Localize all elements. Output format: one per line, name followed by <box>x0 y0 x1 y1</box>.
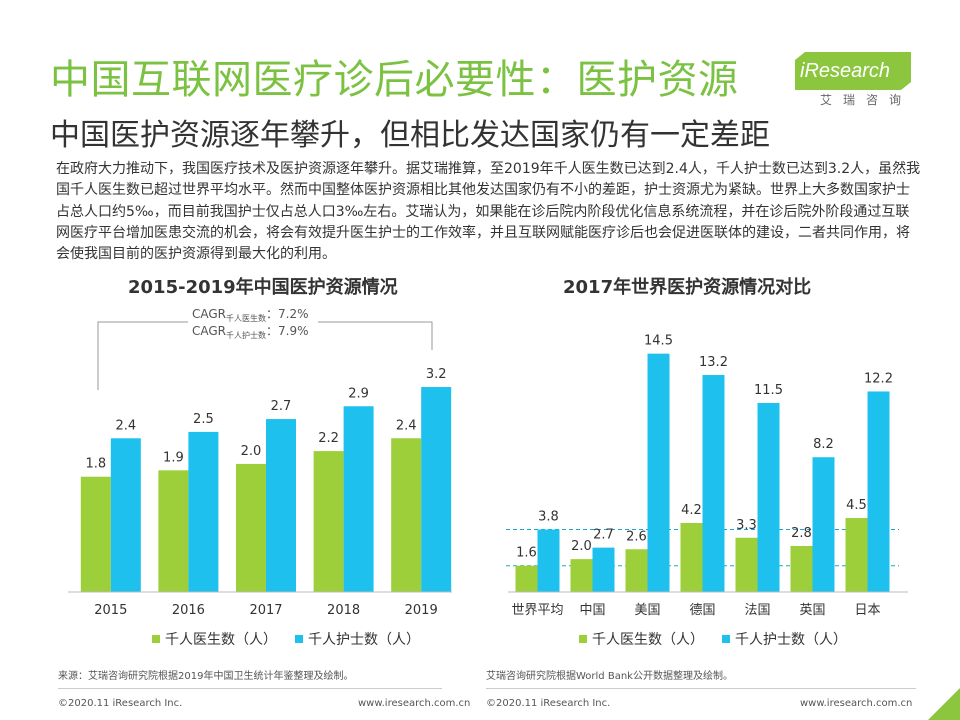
logo-subtext: 艾瑞咨询 <box>820 93 913 107</box>
nurse-bar-世界平均 <box>537 529 560 592</box>
nurse-value-label: 2.7 <box>271 399 292 414</box>
nurse-value-label: 3.8 <box>538 510 559 525</box>
cagr-nurse-label: CAGR千人护士数：7.9% <box>192 324 309 340</box>
x-tick-label: 2015 <box>94 603 127 618</box>
doctor-bar-法国 <box>735 537 758 592</box>
nurse-value-label: 13.2 <box>699 355 728 370</box>
doctor-value-label: 1.9 <box>163 450 184 465</box>
x-tick-label: 中国 <box>579 603 605 618</box>
legend-doctor-swatch <box>579 635 587 643</box>
legend-doctor: 千人医生数（人） <box>579 631 704 649</box>
x-tick-label: 2018 <box>327 603 360 618</box>
legend-doctor: 千人医生数（人） <box>152 631 277 649</box>
logo-text: iResearch <box>800 60 891 82</box>
nurse-value-label: 12.2 <box>864 371 893 386</box>
doctor-value-label: 2.8 <box>791 526 812 541</box>
nurse-bar-2015 <box>110 438 141 592</box>
x-tick-label: 世界平均 <box>511 603 563 618</box>
x-tick-label: 2016 <box>172 603 205 618</box>
doctor-bar-中国 <box>570 559 593 592</box>
nurse-value-label: 14.5 <box>644 334 673 349</box>
legend-nurse-label: 千人护士数（人） <box>735 632 847 648</box>
doctor-value-label: 2.6 <box>626 529 647 544</box>
doctor-bar-2018 <box>313 451 344 592</box>
legend-nurse: 千人护士数（人） <box>295 631 420 649</box>
chart1-legend: 千人医生数（人） 千人护士数（人） <box>152 631 438 649</box>
chart2-source: 艾瑞咨询研究院根据World Bank公开数据整理及绘制。 <box>486 671 733 682</box>
footer-website: www.iresearch.com.cn <box>800 698 913 709</box>
page-subtitle: 中国医护资源逐年攀升，但相比发达国家仍有一定差距 <box>50 118 770 153</box>
nurse-bar-德国 <box>702 375 725 592</box>
footer-copyright: ©2020.11 iResearch Inc. <box>486 698 611 709</box>
x-tick-label: 法国 <box>744 603 770 618</box>
page-number: 7 <box>934 696 943 712</box>
doctor-value-label: 3.3 <box>736 518 757 533</box>
doctor-bar-英国 <box>790 545 813 592</box>
x-tick-label: 2019 <box>405 603 438 618</box>
doctor-bar-2017 <box>236 463 266 592</box>
footer-divider <box>486 688 916 689</box>
logo-badge <box>795 52 911 90</box>
nurse-value-label: 2.5 <box>193 412 214 427</box>
x-tick-label: 2017 <box>249 603 282 618</box>
nurse-bar-2016 <box>188 431 219 592</box>
legend-nurse-label: 千人护士数（人） <box>308 632 420 648</box>
page-number-badge <box>928 688 960 720</box>
doctor-value-label: 4.5 <box>846 498 867 513</box>
doctor-value-label: 1.6 <box>516 546 537 561</box>
page-title: 中国互联网医疗诊后必要性：医护资源 <box>50 57 739 103</box>
doctor-value-label: 2.2 <box>318 431 339 446</box>
doctor-value-label: 2.0 <box>571 539 592 554</box>
x-tick-label: 德国 <box>689 603 715 618</box>
nurse-bar-美国 <box>647 353 670 592</box>
chart2-title: 2017年世界医护资源情况对比 <box>563 277 812 298</box>
doctor-value-label: 4.2 <box>681 503 702 518</box>
chart2-legend: 千人医生数（人） 千人护士数（人） <box>579 631 865 649</box>
nurse-value-label: 2.4 <box>115 418 136 433</box>
nurse-bar-2017 <box>266 419 296 592</box>
legend-doctor-label: 千人医生数（人） <box>592 632 704 648</box>
footer-website: www.iresearch.com.cn <box>358 698 471 709</box>
legend-doctor-swatch <box>152 635 160 643</box>
x-tick-label: 美国 <box>634 603 660 618</box>
x-tick-label: 英国 <box>799 603 825 618</box>
footer-copyright: ©2020.11 iResearch Inc. <box>58 698 183 709</box>
doctor-bar-世界平均 <box>515 565 538 592</box>
body-paragraph: 在政府大力推动下，我国医疗技术及医护资源逐年攀升。据艾瑞推算，至2019年千人医… <box>56 161 921 263</box>
nurse-value-label: 11.5 <box>754 383 783 398</box>
nurse-bar-2019 <box>421 387 452 592</box>
nurse-value-label: 3.2 <box>426 367 447 382</box>
legend-nurse: 千人护士数（人） <box>722 631 847 649</box>
nurse-value-label: 2.9 <box>348 386 369 401</box>
legend-nurse-swatch <box>295 635 303 643</box>
doctor-value-label: 2.4 <box>396 418 417 433</box>
x-tick-label: 日本 <box>854 603 880 618</box>
doctor-bar-2015 <box>80 476 111 592</box>
cagr-doctor-label: CAGR千人医生数：7.2% <box>192 307 309 323</box>
doctor-value-label: 1.8 <box>85 457 106 472</box>
legend-doctor-label: 千人医生数（人） <box>165 632 277 648</box>
footer-divider <box>58 688 442 689</box>
legend-nurse-swatch <box>722 635 730 643</box>
chart1-plot: CAGR千人医生数：7.2% CAGR千人护士数：7.9% 1.8 2.4 2015… <box>68 302 452 618</box>
nurse-bar-中国 <box>592 547 615 592</box>
doctor-bar-2019 <box>391 438 422 592</box>
doctor-bar-美国 <box>625 549 648 592</box>
doctor-bar-德国 <box>680 522 703 592</box>
nurse-value-label: 2.7 <box>593 528 614 543</box>
nurse-bar-日本 <box>867 391 890 592</box>
doctor-bar-日本 <box>845 518 868 592</box>
nurse-bar-法国 <box>757 402 780 592</box>
chart1-title: 2015-2019年中国医护资源情况 <box>128 277 398 298</box>
chart1-source: 来源：艾瑞咨询研究院根据2019年中国卫生统计年鉴整理及绘制。 <box>58 671 354 682</box>
doctor-bar-2016 <box>158 470 189 592</box>
chart2-plot: 1.6 3.8 世界平均 2.02.7 中国 2.6 14.5 美国 4.2 13.2 德国 3.3 1… <box>506 334 908 618</box>
nurse-bar-英国 <box>812 457 835 592</box>
nurse-bar-2018 <box>343 406 374 592</box>
doctor-value-label: 2.0 <box>241 444 262 459</box>
nurse-value-label: 8.2 <box>813 437 834 452</box>
